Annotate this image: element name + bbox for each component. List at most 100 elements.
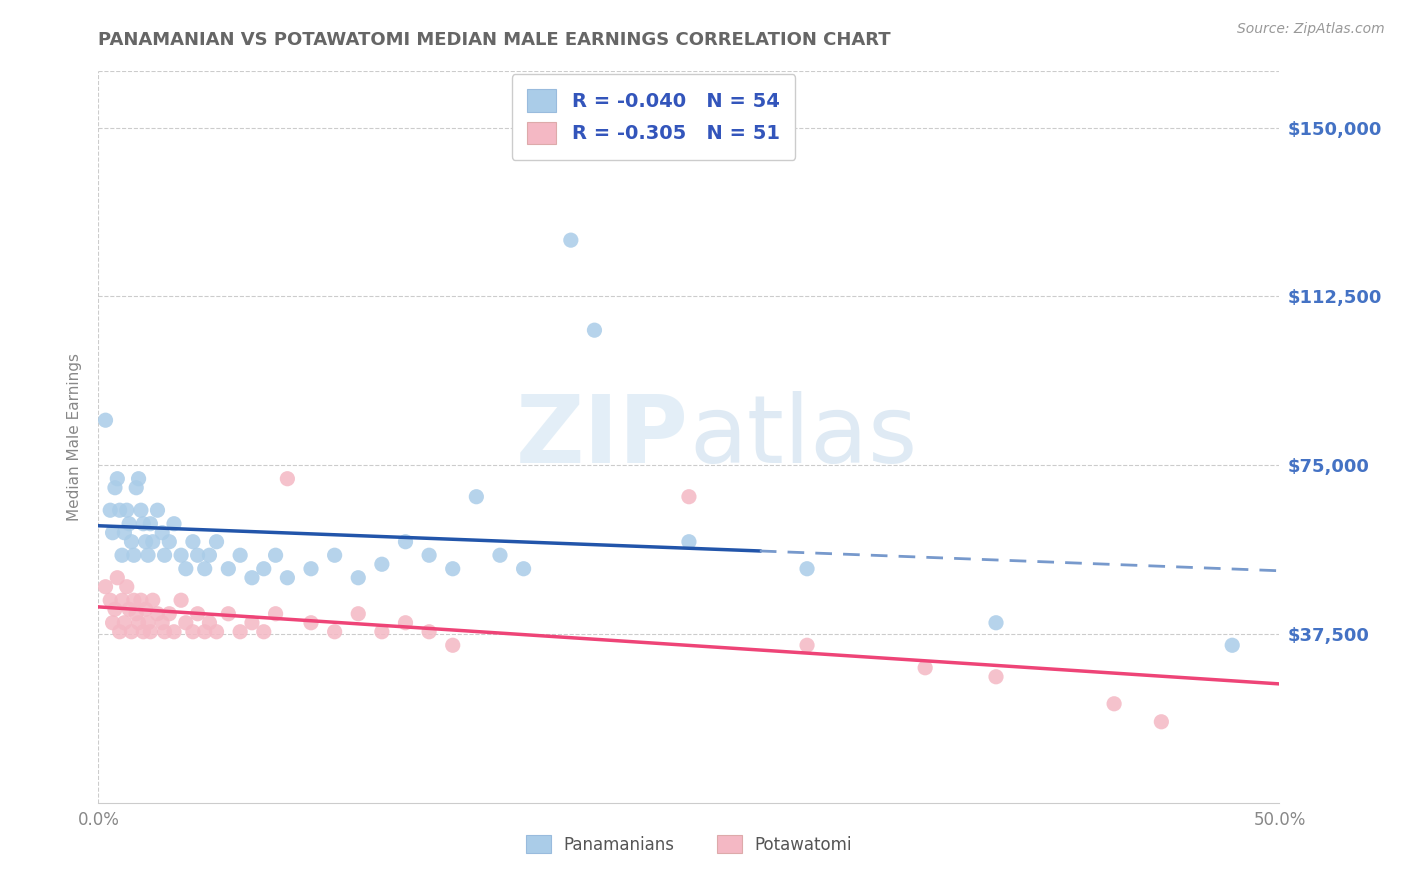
Y-axis label: Median Male Earnings: Median Male Earnings [67,353,83,521]
Point [217,562,239,576]
Point [1150,714,1173,729]
Point [94,580,117,594]
Point [132,624,155,639]
Text: atlas: atlas [689,391,917,483]
Text: ZIP: ZIP [516,391,689,483]
Point [98,503,121,517]
Point [371,558,394,572]
Point [157,607,180,621]
Point [122,593,145,607]
Point [205,534,228,549]
Point [347,571,370,585]
Point [394,615,416,630]
Point [441,562,464,576]
Point [105,472,128,486]
Point [240,615,263,630]
Point [125,607,148,621]
Point [512,562,534,576]
Point [229,624,252,639]
Point [139,624,162,639]
Point [276,571,298,585]
Point [194,562,217,576]
Point [240,571,263,585]
Point [583,323,606,337]
Point [299,562,322,576]
Point [157,534,180,549]
Point [163,516,186,531]
Point [418,548,440,562]
Point [136,615,159,630]
Point [94,413,117,427]
Point [984,670,1007,684]
Point [142,534,165,549]
Point [205,624,228,639]
Point [146,607,169,621]
Point [104,481,127,495]
Point [129,503,152,517]
Point [150,525,173,540]
Point [150,615,173,630]
Point [560,233,582,247]
Point [441,638,464,652]
Point [125,481,148,495]
Point [264,607,287,621]
Point [112,525,135,540]
Point [101,525,124,540]
Point [299,615,322,630]
Point [111,593,134,607]
Point [104,602,127,616]
Point [153,548,176,562]
Point [418,624,440,639]
Point [174,615,197,630]
Point [347,607,370,621]
Point [174,562,197,576]
Point [170,548,193,562]
Point [142,593,165,607]
Point [984,615,1007,630]
Point [121,624,143,639]
Point [276,472,298,486]
Point [112,615,135,630]
Point [678,490,700,504]
Point [323,548,346,562]
Point [194,624,217,639]
Point [253,562,276,576]
Text: Source: ZipAtlas.com: Source: ZipAtlas.com [1237,22,1385,37]
Point [128,615,150,630]
Point [217,607,239,621]
Point [135,534,157,549]
Point [108,624,131,639]
Point [253,624,276,639]
Point [146,503,169,517]
Text: PANAMANIAN VS POTAWATOMI MEDIAN MALE EARNINGS CORRELATION CHART: PANAMANIAN VS POTAWATOMI MEDIAN MALE EAR… [98,31,891,49]
Point [135,602,157,616]
Point [796,638,818,652]
Point [115,503,138,517]
Point [101,615,124,630]
Point [132,516,155,531]
Point [181,624,204,639]
Point [129,593,152,607]
Point [914,661,936,675]
Point [108,503,131,517]
Point [105,571,128,585]
Point [118,516,141,531]
Point [170,593,193,607]
Point [198,548,221,562]
Point [1102,697,1125,711]
Point [371,624,394,639]
Point [1220,638,1243,652]
Point [489,548,512,562]
Point [678,534,700,549]
Point [111,548,134,562]
Point [139,516,162,531]
Point [323,624,346,639]
Point [115,580,138,594]
Point [229,548,252,562]
Point [187,548,209,562]
Point [153,624,176,639]
Point [198,615,221,630]
Point [121,534,143,549]
Point [122,548,145,562]
Point [128,472,150,486]
